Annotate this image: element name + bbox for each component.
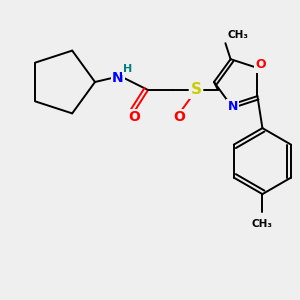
Text: O: O <box>173 110 185 124</box>
Text: O: O <box>128 110 140 124</box>
Text: O: O <box>255 58 266 71</box>
Text: N: N <box>112 71 124 85</box>
Text: H: H <box>123 64 133 74</box>
Text: CH₃: CH₃ <box>227 30 248 40</box>
Text: CH₃: CH₃ <box>252 219 273 229</box>
Text: S: S <box>190 82 202 98</box>
Text: N: N <box>227 100 238 113</box>
